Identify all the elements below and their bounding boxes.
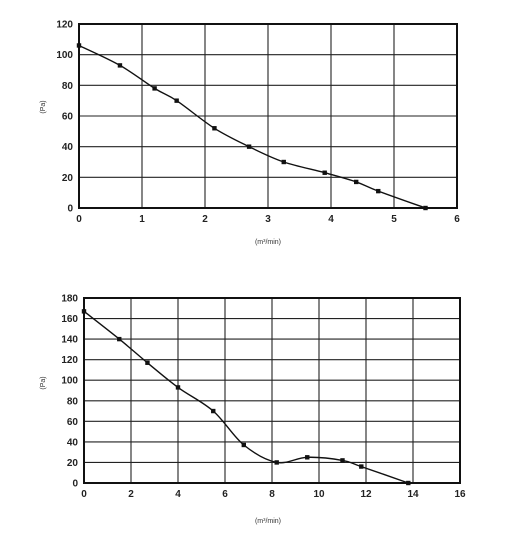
y-axis-label: (Pa) (40, 376, 47, 389)
x-tick-label: 10 (313, 489, 325, 500)
y-tick-label: 0 (72, 479, 78, 490)
y-tick-label: 40 (67, 437, 79, 448)
y-tick-label: 100 (61, 376, 78, 387)
data-point (241, 442, 246, 448)
y-tick-label: 100 (56, 50, 73, 61)
data-point (340, 458, 345, 463)
gridlines (84, 298, 460, 483)
y-tick-label: 120 (61, 355, 78, 366)
data-point (246, 144, 252, 149)
x-tick-label: 5 (391, 214, 397, 225)
x-tick-label: 8 (269, 489, 275, 500)
data-point (354, 179, 359, 185)
y-tick-label: 0 (67, 204, 73, 215)
y-tick-label: 20 (67, 458, 79, 469)
y-tick-label: 60 (67, 417, 79, 428)
x-tick-label: 6 (454, 214, 460, 225)
data-point (406, 480, 411, 486)
x-tick-label: 0 (81, 489, 87, 500)
x-tick-label: 12 (360, 489, 372, 500)
x-tick-label: 0 (76, 214, 82, 225)
y-tick-label: 60 (62, 112, 74, 123)
data-point (81, 309, 87, 314)
data-point (211, 408, 216, 414)
data-point (305, 455, 310, 460)
x-tick-label: 4 (328, 214, 334, 225)
x-tick-label: 2 (202, 214, 208, 225)
y-tick-label: 20 (62, 173, 74, 184)
x-tick-label: 6 (222, 489, 228, 500)
data-point (281, 159, 286, 165)
y-tick-label: 160 (61, 314, 78, 325)
plot-frame (83, 297, 461, 484)
x-tick-label: 16 (454, 489, 466, 500)
data-point (76, 43, 82, 48)
data-point (376, 188, 381, 194)
series-line (83, 310, 409, 484)
data-point (174, 98, 179, 103)
x-tick-label: 4 (175, 489, 181, 500)
chart-bottom: (Pa) (m³/min) 0 2 4 6 8 10 12 14 160204060801001… (40, 294, 466, 526)
x-axis-label: (m³/min) (255, 239, 281, 246)
plot-frame (78, 23, 458, 209)
y-tick-label: 80 (67, 396, 79, 407)
y-tick-label: 80 (62, 81, 74, 92)
y-tick-label: 180 (61, 294, 78, 305)
x-axis-label: (m³/min) (255, 518, 281, 525)
data-point (359, 464, 364, 469)
data-point (152, 86, 157, 91)
x-tick-label: 14 (407, 489, 419, 500)
data-point (117, 336, 122, 342)
data-point (117, 63, 123, 68)
data-point (212, 126, 217, 131)
data-point (145, 360, 150, 365)
series-line (78, 44, 426, 209)
y-tick-label: 40 (62, 142, 74, 153)
x-tick-label: 3 (265, 214, 271, 225)
y-tick-label: 120 (56, 20, 73, 31)
x-tick-label: 2 (128, 489, 134, 500)
data-point (274, 460, 279, 465)
gridlines (79, 24, 457, 208)
data-point (175, 385, 181, 390)
y-tick-label: 140 (61, 335, 78, 346)
y-axis-label: (Pa) (40, 100, 47, 113)
data-point (322, 170, 327, 175)
data-point (423, 205, 428, 211)
x-tick-label: 1 (139, 214, 145, 225)
